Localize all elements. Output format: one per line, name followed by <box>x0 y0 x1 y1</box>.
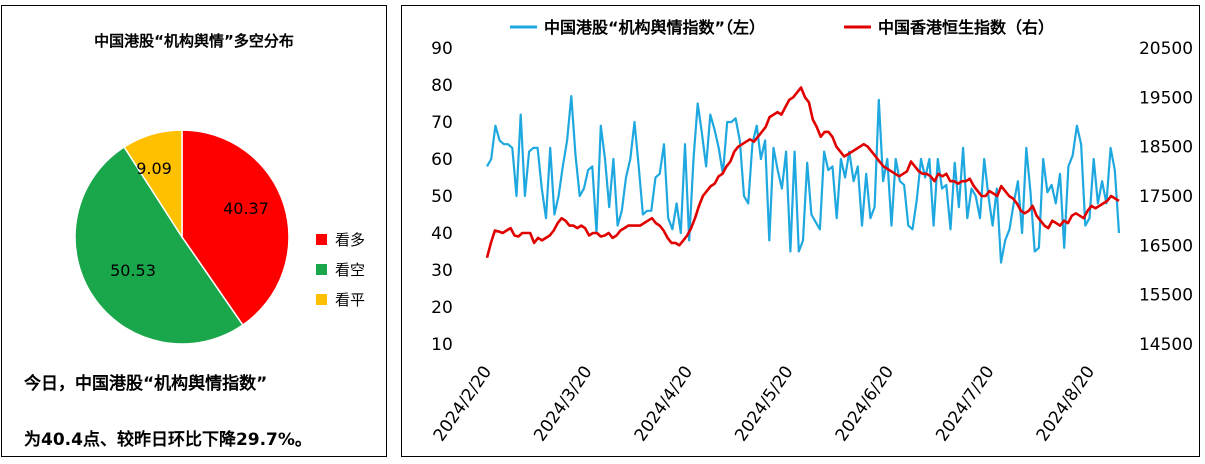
pie-chart: 40.37 50.53 9.09 <box>74 129 290 345</box>
left-axis-tick-label: 70 <box>431 113 453 133</box>
pie-data-label-neutral: 9.09 <box>136 159 172 178</box>
left-axis-tick-label: 90 <box>431 39 453 59</box>
legend-item-neutral: 看平 <box>316 284 365 314</box>
pie-chart-title: 中国港股“机构舆情”多空分布 <box>94 32 294 50</box>
pie-slice-bearish <box>74 145 244 345</box>
pie-data-label-bullish: 40.37 <box>223 199 269 218</box>
pie-slice-bullish <box>181 129 290 327</box>
x-axis-tick-label: 2024/3/20 <box>530 362 596 445</box>
x-axis-tick-label: 2024/7/20 <box>932 362 998 445</box>
right-axis-tick-label: 19500 <box>1139 88 1193 108</box>
left-axis-tick-label: 40 <box>431 224 453 244</box>
legend-label-bullish: 看多 <box>335 230 366 249</box>
legend-swatch-bullish <box>316 233 327 245</box>
right-axis-tick-label: 15500 <box>1139 286 1193 306</box>
right-axis-tick-label: 18500 <box>1139 138 1193 158</box>
left-axis-tick-label: 50 <box>431 187 453 207</box>
legend-hang-seng-index-label: 中国香港恒生指数（右） <box>878 18 1054 37</box>
pie-chart-panel: 中国港股“机构舆情”多空分布 40.37 50.53 9.09 看多 看空 看平 今… <box>1 5 387 457</box>
legend-swatch-bearish <box>316 263 327 275</box>
pie-legend: 看多 看空 看平 <box>316 224 365 314</box>
legend-label-bearish: 看空 <box>335 260 366 279</box>
right-axis-tick-label: 17500 <box>1139 187 1193 207</box>
line-chart: 90 80 70 60 50 40 30 20 10 20500 19500 18500 17500 16… <box>430 18 1193 445</box>
x-axis-tick-label: 2024/4/20 <box>631 362 697 445</box>
pie-data-label-bearish: 50.53 <box>110 261 156 280</box>
summary-line-1: 今日，中国港股“机构舆情指数” <box>24 374 268 394</box>
line-chart-panel: 90 80 70 60 50 40 30 20 10 20500 19500 18500 17500 16… <box>401 5 1200 457</box>
x-axis-tick-label: 2024/6/20 <box>832 362 898 445</box>
x-axis-tick-label: 2024/5/20 <box>731 362 797 445</box>
series-line-hang-seng-index <box>485 86 1120 259</box>
pie-slice-neutral <box>123 129 183 240</box>
x-axis-tick-label: 2024/8/20 <box>1033 362 1099 445</box>
x-axis-tick-label: 2024/2/20 <box>430 362 496 445</box>
legend-sentiment-index-label: 中国港股“机构舆情指数”（左） <box>544 18 765 37</box>
legend-swatch-neutral <box>316 293 327 305</box>
left-axis-tick-label: 80 <box>431 76 453 96</box>
right-axis-tick-label: 16500 <box>1139 236 1193 256</box>
left-axis-tick-label: 30 <box>431 261 453 281</box>
legend-label-neutral: 看平 <box>335 290 366 309</box>
right-axis-tick-label: 14500 <box>1139 335 1193 355</box>
left-axis-tick-label: 10 <box>431 335 453 355</box>
legend-item-bearish: 看空 <box>316 254 365 284</box>
legend-item-bullish: 看多 <box>316 224 365 254</box>
summary-line-2: 为40.4点、较昨日环比下降29.7%。 <box>24 430 312 450</box>
left-axis-tick-label: 20 <box>431 298 453 318</box>
right-axis-tick-label: 20500 <box>1139 39 1193 59</box>
series-line-sentiment-index <box>486 94 1121 264</box>
left-axis-tick-label: 60 <box>431 150 453 170</box>
